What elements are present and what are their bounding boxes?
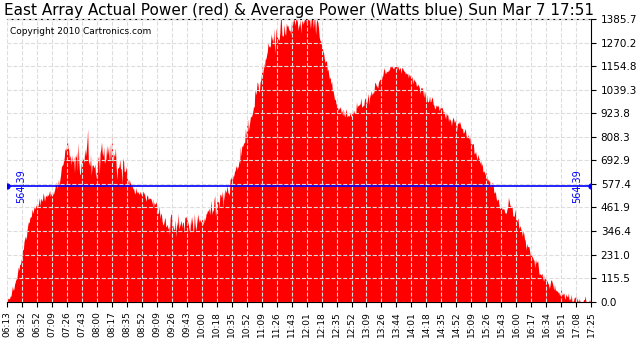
Text: 564.39: 564.39	[572, 170, 582, 203]
Title: East Array Actual Power (red) & Average Power (Watts blue) Sun Mar 7 17:51: East Array Actual Power (red) & Average …	[4, 3, 594, 18]
Text: Copyright 2010 Cartronics.com: Copyright 2010 Cartronics.com	[10, 28, 152, 36]
Text: 564.39: 564.39	[16, 170, 26, 203]
